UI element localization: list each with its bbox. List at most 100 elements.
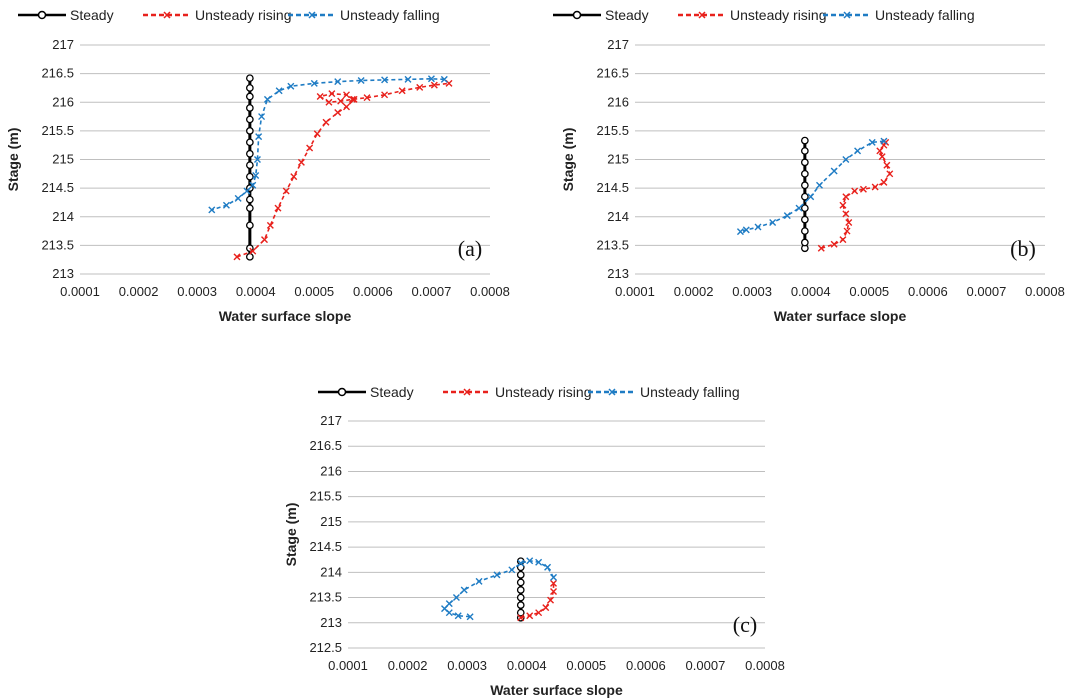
series-0-point-4 bbox=[516, 586, 525, 594]
series-2-point-11 bbox=[255, 133, 263, 141]
series-0-point-12 bbox=[246, 104, 254, 112]
legend-marker-0 bbox=[572, 10, 582, 20]
series-1-point-1 bbox=[526, 612, 534, 620]
legend-c: Steady Unsteady rising Unsteady falling bbox=[318, 384, 740, 400]
series-1-point-8 bbox=[851, 187, 859, 195]
series-line-1 bbox=[236, 82, 450, 258]
series-1-point-20 bbox=[363, 94, 371, 102]
series-2-point-5 bbox=[508, 566, 516, 574]
series-1-point-21 bbox=[381, 91, 389, 99]
y-tick-label-1: 213.5 bbox=[596, 237, 629, 252]
chart-panel-a: Steady Unsteady rising Unsteady falling 21… bbox=[5, 7, 510, 324]
series-0-point-9 bbox=[801, 147, 809, 155]
x-tick-label-1: 0.0002 bbox=[119, 284, 159, 299]
series-2-point-0 bbox=[880, 137, 888, 145]
y-tick-label-2: 214 bbox=[607, 209, 629, 224]
series-0-point-0 bbox=[246, 252, 254, 261]
series-0-point-2 bbox=[801, 227, 809, 235]
legend-marker-1 bbox=[463, 388, 471, 396]
series-1-point-17 bbox=[325, 98, 333, 106]
series-1-point-11 bbox=[880, 178, 888, 186]
series-1-point-14 bbox=[878, 153, 886, 161]
series-2-point-3 bbox=[381, 76, 389, 84]
series-2-point-6 bbox=[310, 79, 318, 87]
series-1-point-4 bbox=[547, 596, 555, 604]
panel-label: (a) bbox=[458, 236, 482, 261]
series-1-point-0 bbox=[517, 614, 525, 622]
y-tick-label-3: 214.5 bbox=[41, 180, 74, 195]
series-0-point-3 bbox=[516, 593, 525, 602]
series-2-point-13 bbox=[454, 612, 462, 620]
series-2-point-2 bbox=[404, 75, 412, 83]
x-tick-label-4: 0.0005 bbox=[849, 284, 889, 299]
y-tick-label-3: 214.5 bbox=[596, 180, 629, 195]
series-0-point-8 bbox=[246, 149, 254, 158]
y-tick-label-6: 216 bbox=[607, 94, 629, 109]
series-1-point-15 bbox=[876, 147, 884, 155]
x-axis-title: Water surface slope bbox=[774, 308, 907, 324]
series-2-point-12 bbox=[736, 228, 744, 236]
legend-label-0: Steady bbox=[605, 7, 649, 23]
series-2-point-6 bbox=[493, 571, 501, 579]
series-1-point-7 bbox=[842, 193, 850, 201]
series-1-point-1 bbox=[830, 240, 838, 248]
x-tick-label-2: 0.0003 bbox=[447, 658, 487, 673]
series-1-point-16 bbox=[316, 93, 324, 101]
series-line-1 bbox=[520, 583, 555, 619]
series-1-point-3 bbox=[542, 604, 550, 612]
y-tick-label-4: 215 bbox=[52, 152, 74, 167]
series-0-point-7 bbox=[801, 169, 809, 178]
series-1-point-22 bbox=[398, 87, 406, 95]
series-2-point-15 bbox=[243, 187, 251, 195]
series-0-point-6 bbox=[516, 571, 525, 579]
y-axis-title: Stage (m) bbox=[560, 128, 576, 192]
x-tick-label-2: 0.0003 bbox=[732, 284, 772, 299]
y-tick-label-5: 215.5 bbox=[596, 123, 629, 138]
series-1-point-6 bbox=[839, 201, 847, 209]
series-1-point-5 bbox=[550, 588, 558, 595]
series-1-point-5 bbox=[282, 187, 290, 195]
x-axis-title: Water surface slope bbox=[490, 682, 623, 698]
y-tick-label-6: 215.5 bbox=[309, 489, 342, 504]
legend-label-1: Unsteady rising bbox=[495, 384, 592, 400]
series-1-point-2 bbox=[261, 236, 268, 244]
series-2-point-12 bbox=[445, 609, 453, 617]
y-tick-label-7: 216 bbox=[320, 463, 342, 478]
series-2-point-7 bbox=[287, 82, 295, 90]
series-2-point-14 bbox=[466, 613, 474, 621]
x-tick-label-4: 0.0005 bbox=[566, 658, 606, 673]
x-tick-label-7: 0.0008 bbox=[470, 284, 510, 299]
series-0-point-1 bbox=[516, 608, 525, 617]
series-2-point-12 bbox=[253, 156, 261, 163]
y-axis-title: Stage (m) bbox=[283, 503, 299, 567]
series-2-point-9 bbox=[263, 95, 271, 103]
y-tick-label-6: 216 bbox=[52, 94, 74, 109]
series-1-point-1 bbox=[249, 247, 257, 255]
series-1-point-4 bbox=[274, 204, 282, 212]
series-1-point-0 bbox=[233, 253, 241, 261]
series-2-point-8 bbox=[275, 87, 283, 95]
series-0-point-13 bbox=[246, 92, 254, 101]
legend-marker-1 bbox=[163, 11, 171, 19]
series-1-point-8 bbox=[306, 144, 314, 152]
series-0-point-2 bbox=[516, 601, 525, 609]
x-tick-label-5: 0.0006 bbox=[908, 284, 948, 299]
x-tick-label-1: 0.0002 bbox=[388, 658, 428, 673]
series-1-point-9 bbox=[859, 185, 867, 193]
series-2-point-13 bbox=[252, 172, 260, 180]
panel-label: (c) bbox=[733, 612, 757, 637]
series-2-point-0 bbox=[440, 75, 448, 83]
series-0-point-10 bbox=[801, 136, 809, 145]
series-1-point-13 bbox=[350, 95, 358, 103]
series-1-point-6 bbox=[550, 579, 558, 587]
x-tick-label-0: 0.0001 bbox=[328, 658, 368, 673]
series-1-point-23 bbox=[416, 83, 424, 91]
plot-area-b: 213 213.5 214 214.5 215 215.5 216 216.5 217 0.000… bbox=[560, 37, 1065, 324]
legend-label-0: Steady bbox=[70, 7, 114, 23]
series-1-point-19 bbox=[348, 95, 356, 103]
chart-panel-c: Steady Unsteady rising Unsteady falling 21… bbox=[283, 384, 785, 698]
series-0-point-1 bbox=[801, 238, 809, 247]
series-2-point-1 bbox=[427, 75, 435, 83]
series-2-point-16 bbox=[234, 194, 242, 202]
series-2-point-4 bbox=[830, 167, 838, 175]
